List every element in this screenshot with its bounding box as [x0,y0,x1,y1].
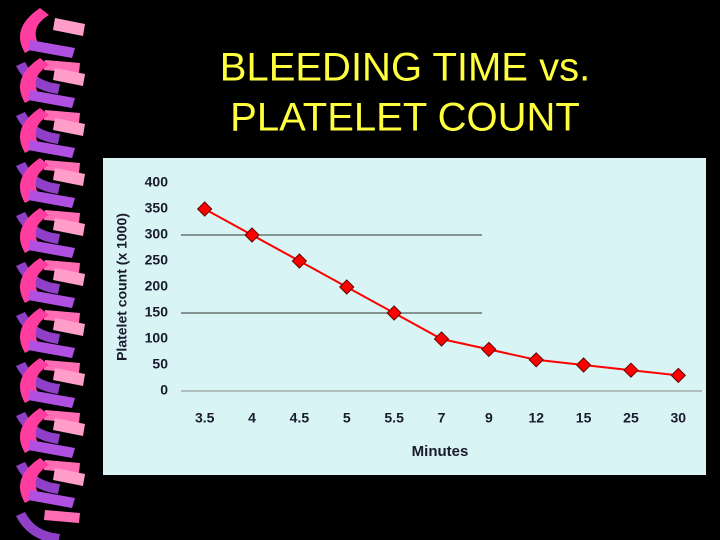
x-tick-label: 3.5 [195,410,215,426]
y-tick-label: 150 [145,304,169,320]
marker [196,201,213,217]
x-tick-label: 9 [485,410,493,426]
y-tick-label: 350 [145,200,169,216]
x-tick-label: 4.5 [290,410,310,426]
x-tick-label: 4 [248,410,256,426]
marker [670,367,687,384]
marker [339,279,355,295]
x-tick-label: 5 [343,410,351,426]
marker [244,227,260,243]
y-tick-label: 400 [145,174,169,190]
marker [386,305,402,321]
x-axis-label: Minutes [412,443,469,460]
marker [623,362,639,378]
chart-title: BLEEDING TIME vs. [220,46,590,90]
y-tick-label: 300 [145,226,169,242]
decoration [16,8,85,540]
y-tick-label: 250 [145,252,169,268]
chart-title: PLATELET COUNT [230,96,580,140]
x-tick-label: 5.5 [384,410,404,426]
x-tick-label: 7 [438,410,446,426]
y-tick-label: 50 [152,356,168,372]
y-axis-label: Platelet count (x 1000) [114,213,130,361]
x-tick-label: 25 [623,410,639,426]
marker [481,341,497,358]
x-tick-label: 15 [576,410,592,426]
marker [528,352,544,368]
chart-area [103,158,706,475]
marker [291,253,308,269]
y-tick-label: 200 [145,278,169,294]
marker [433,331,450,347]
marker [575,357,592,373]
y-tick-label: 0 [160,382,168,398]
x-tick-label: 12 [528,410,544,426]
x-tick-label: 30 [671,410,687,426]
y-tick-label: 100 [145,330,169,346]
